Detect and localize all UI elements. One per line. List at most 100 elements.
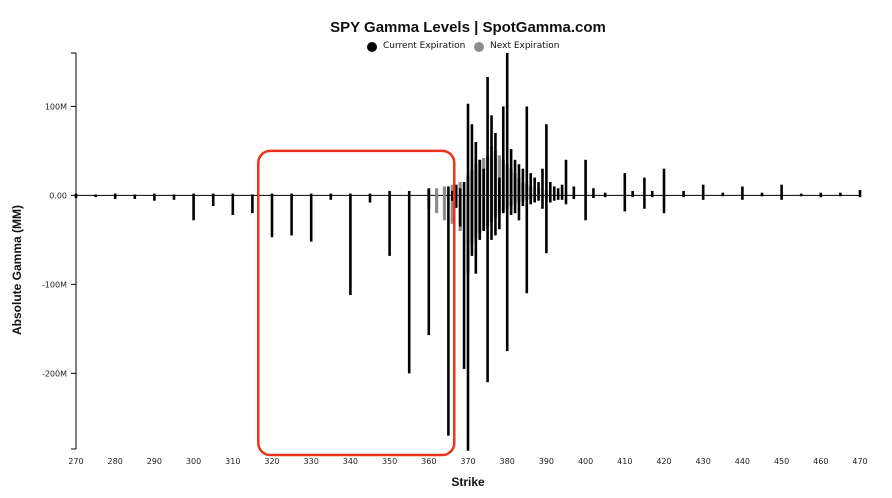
current-expiration-negative-bar <box>537 195 540 201</box>
y-tick-label: -100M <box>42 280 67 289</box>
current-expiration-positive-bar <box>517 164 521 196</box>
current-expiration-positive-bar <box>760 192 764 196</box>
current-expiration-negative-bar <box>470 195 474 256</box>
x-tick-label: 340 <box>343 457 358 466</box>
y-ticks: 100M 0.00 -100M -200M <box>42 52 76 450</box>
current-expiration-negative-bar <box>560 195 564 200</box>
legend-current-label: Current Expiration <box>383 41 465 51</box>
current-expiration-positive-bar <box>572 186 576 196</box>
current-expiration-negative-bar <box>474 195 478 274</box>
legend-current-marker <box>367 42 377 52</box>
current-expiration-negative-bar <box>552 195 556 201</box>
current-expiration-positive-bar <box>701 184 705 196</box>
current-expiration-positive-bar <box>388 190 391 196</box>
current-expiration-negative-bar <box>172 195 176 200</box>
x-tick-label: 370 <box>460 457 475 466</box>
current-expiration-positive-bar <box>329 193 333 196</box>
current-expiration-positive-bar <box>643 177 646 196</box>
x-tick-label: 460 <box>813 457 828 466</box>
current-expiration-positive-bar <box>819 192 823 196</box>
x-tick-label: 380 <box>500 457 515 466</box>
current-expiration-negative-bar <box>447 195 450 436</box>
current-expiration-positive-bar <box>533 177 536 196</box>
next-expiration-positive-bar <box>450 184 454 196</box>
x-tick-label: 410 <box>617 457 632 466</box>
current-expiration-negative-bar <box>462 195 466 369</box>
x-ticks: 270 280 290 300 310 320 330 340 350 360 370 380 390 4… <box>68 457 867 466</box>
x-tick-label: 440 <box>735 457 750 466</box>
x-tick-label: 420 <box>656 457 671 466</box>
y-axis-title: Absolute Gamma (MM) <box>10 205 24 335</box>
current-expiration-positive-bar <box>133 194 137 196</box>
y-tick-label: -200M <box>42 369 67 378</box>
current-expiration-positive-bar <box>407 190 411 196</box>
current-expiration-negative-bar <box>741 195 744 200</box>
current-expiration-negative-bar <box>478 195 482 240</box>
current-expiration-positive-bar <box>552 186 556 196</box>
current-expiration-positive-bar <box>592 188 595 196</box>
current-expiration-negative-bar <box>584 195 587 221</box>
current-expiration-negative-bar <box>458 195 462 227</box>
current-expiration-negative-bar <box>701 195 705 200</box>
current-expiration-positive-bar <box>513 159 517 196</box>
legend: Current Expiration Next Expiration <box>367 41 560 52</box>
next-expiration-negative-bar <box>442 195 447 221</box>
current-expiration-positive-bar <box>525 106 529 196</box>
current-expiration-positive-bar <box>741 186 744 196</box>
current-expiration-positive-bar <box>270 193 274 196</box>
current-expiration-negative-bar <box>94 195 97 198</box>
current-expiration-negative-bar <box>494 195 497 236</box>
current-expiration-negative-bar <box>498 195 501 230</box>
current-expiration-positive-bar <box>521 168 525 196</box>
current-expiration-negative-bar <box>486 195 489 383</box>
current-expiration-positive-bar <box>486 77 489 196</box>
next-expiration-positive-bar <box>435 188 439 196</box>
x-tick-label: 450 <box>774 457 789 466</box>
current-expiration-positive-bar <box>650 190 654 196</box>
current-expiration-negative-bar <box>839 195 842 197</box>
current-expiration-negative-bar <box>533 195 536 203</box>
axes: 100M 0.00 -100M -200M 270 280 290 300 310 320 330… <box>42 52 868 466</box>
current-expiration-positive-bar <box>490 115 493 196</box>
current-expiration-positive-bar <box>623 173 627 196</box>
y-tick-label: 0.00 <box>49 191 67 200</box>
current-expiration-positive-bar <box>290 193 293 196</box>
current-expiration-positive-bar <box>447 186 450 196</box>
current-expiration-positive-bar <box>462 182 466 196</box>
current-expiration-positive-bar <box>482 168 485 196</box>
current-expiration-positive-bar <box>153 193 156 196</box>
x-tick-label: 330 <box>304 457 319 466</box>
current-expiration-negative-bar <box>451 195 454 201</box>
current-expiration-positive-bar <box>603 192 607 196</box>
legend-next-marker <box>474 42 484 52</box>
current-expiration-negative-bar <box>454 195 458 208</box>
current-expiration-positive-bar <box>631 190 634 196</box>
current-expiration-positive-bar <box>858 190 862 196</box>
current-expiration-negative-bar <box>819 195 823 198</box>
current-expiration-positive-bar <box>682 190 685 196</box>
current-expiration-positive-bar <box>529 173 533 196</box>
x-tick-label: 400 <box>578 457 593 466</box>
current-expiration-positive-bar <box>584 159 587 196</box>
current-expiration-positive-bar <box>192 193 195 196</box>
current-expiration-positive-bar <box>451 190 454 196</box>
current-expiration-negative-bar <box>501 195 505 214</box>
x-tick-label: 310 <box>225 457 240 466</box>
current-expiration-negative-bar <box>556 195 560 200</box>
current-expiration-positive-bar <box>505 53 509 196</box>
x-tick-label: 360 <box>421 457 436 466</box>
current-expiration-negative-bar <box>541 195 544 209</box>
current-expiration-negative-bar <box>623 195 627 212</box>
current-expiration-positive-bar <box>349 193 352 196</box>
current-expiration-negative-bar <box>760 195 764 197</box>
current-expiration-negative-bar <box>682 195 685 198</box>
chart-title: SPY Gamma Levels | SpotGamma.com <box>330 19 606 36</box>
current-expiration-negative-bar <box>603 195 607 198</box>
current-expiration-negative-bar <box>631 195 634 198</box>
current-expiration-positive-bar <box>94 194 97 196</box>
current-expiration-negative-bar <box>192 195 195 221</box>
current-expiration-negative-bar <box>564 195 568 205</box>
current-expiration-positive-bar <box>466 103 470 196</box>
current-expiration-negative-bar <box>525 195 529 294</box>
